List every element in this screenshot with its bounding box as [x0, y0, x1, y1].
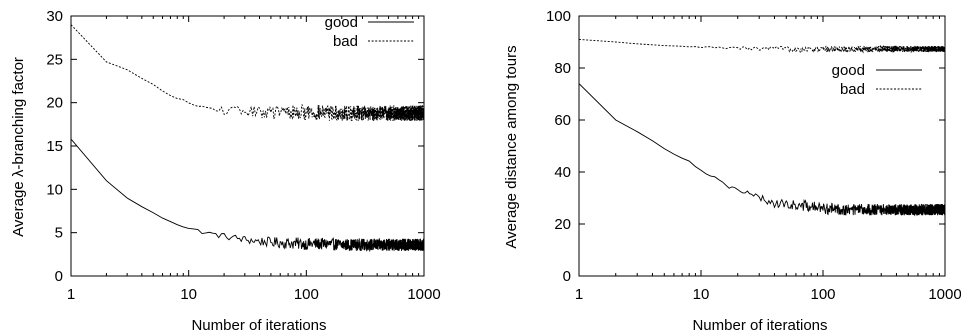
y-tick-label: 25: [46, 51, 63, 68]
legend-label-good: good: [832, 62, 865, 79]
plot-frame: [578, 15, 946, 277]
x-tick-label: 1: [67, 286, 75, 303]
y-tick-label: 80: [554, 60, 571, 77]
x-tick-label: 10: [180, 286, 197, 303]
y-axis-title: Average λ-branching factor: [10, 57, 27, 237]
series-line-bad: [579, 38, 945, 54]
x-tick-label: 10: [693, 286, 710, 303]
x-tick-label: 1000: [407, 286, 440, 303]
plot-frame: [70, 15, 425, 277]
y-tick-label: 0: [563, 268, 571, 285]
x-tick-label: 100: [294, 286, 319, 303]
legend: good bad: [832, 62, 922, 98]
legend-label-bad: bad: [333, 33, 358, 50]
y-tick-label: 0: [55, 268, 63, 285]
y-tick-label: 40: [554, 164, 571, 181]
series-group: [579, 38, 945, 217]
y-tick-label: 15: [46, 138, 63, 155]
x-tick-label: 100: [810, 286, 835, 303]
series-line-bad: [71, 24, 424, 121]
y-tick-label: 20: [554, 216, 571, 233]
series-group: [71, 24, 424, 253]
chart-left: Average λ-branching factor Number of ite…: [10, 8, 441, 334]
series-line-good: [579, 83, 945, 217]
y-tick-label: 100: [546, 8, 571, 25]
y-tick-label: 60: [554, 112, 571, 129]
x-tick-label: 1: [575, 286, 583, 303]
legend-label-bad: bad: [840, 81, 865, 98]
x-tick-label: 1000: [928, 286, 961, 303]
y-axis-title: Average distance among tours: [503, 45, 520, 248]
y-tick-label: 10: [46, 181, 63, 198]
legend: good bad: [325, 14, 414, 50]
y-tick-label: 20: [46, 95, 63, 112]
chart-right: Average distance among tours Number of i…: [503, 8, 961, 334]
x-axis-title: Number of iterations: [692, 317, 827, 334]
x-axis-title: Number of iterations: [191, 317, 326, 334]
tick-group: 0 5 10 15 20 25 30 1 10 100 1000: [46, 8, 440, 303]
series-line-good: [71, 138, 424, 253]
y-tick-label: 30: [46, 8, 63, 25]
tick-group: 0 20 40 60 80 100 1 10 100 1000: [546, 8, 961, 303]
legend-label-good: good: [325, 14, 358, 31]
y-tick-label: 5: [55, 225, 63, 242]
